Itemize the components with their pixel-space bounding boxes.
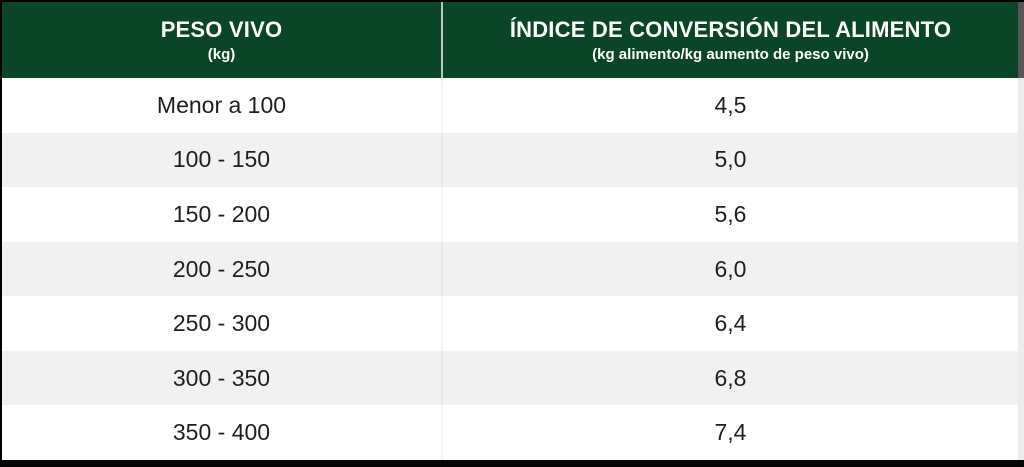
frame-right-strip-dark — [1018, 2, 1024, 78]
header-cell-peso-vivo: PESO VIVO (kg) — [2, 2, 443, 78]
cell-peso-2: 100 - 150 — [2, 133, 443, 188]
frame-right-strip-light — [1018, 78, 1024, 460]
cell-peso-5: 250 - 300 — [2, 296, 443, 351]
table-row-6: 300 - 350 6,8 — [2, 350, 1018, 406]
table-row-1: Menor a 100 4,5 — [2, 78, 1018, 133]
feed-conversion-table: PESO VIVO (kg) ÍNDICE DE CONVERSIÓN DEL … — [2, 2, 1018, 461]
header-indice-title: ÍNDICE DE CONVERSIÓN DEL ALIMENTO — [509, 17, 952, 42]
cell-peso-3: 150 - 200 — [2, 187, 443, 242]
header-cell-indice-conversion: ÍNDICE DE CONVERSIÓN DEL ALIMENTO (kg al… — [443, 2, 1018, 78]
header-peso-vivo-unit: (kg) — [207, 46, 236, 63]
frame-bottom-border — [0, 460, 1024, 467]
table-header-row: PESO VIVO (kg) ÍNDICE DE CONVERSIÓN DEL … — [2, 2, 1018, 78]
table-row-2: 100 - 150 5,0 — [2, 132, 1018, 188]
table-body: Menor a 100 4,5 100 - 150 5,0 150 - 200 … — [2, 78, 1018, 461]
table-row-5: 250 - 300 6,4 — [2, 296, 1018, 351]
cell-peso-1: Menor a 100 — [2, 78, 443, 133]
cell-peso-6: 300 - 350 — [2, 351, 443, 406]
cell-indice-3: 5,6 — [714, 200, 747, 227]
cell-indice-5: 6,4 — [714, 310, 747, 337]
header-peso-vivo-title: PESO VIVO — [160, 17, 283, 42]
header-indice-unit: (kg alimento/kg aumento de peso vivo) — [592, 46, 869, 63]
cell-indice-2: 5,0 — [714, 146, 747, 173]
frame-right-strip — [1018, 2, 1024, 460]
cell-indice-6: 6,8 — [714, 364, 747, 391]
cell-indice-7: 7,4 — [714, 419, 747, 446]
frame-top-border — [0, 0, 1024, 2]
table-row-4: 200 - 250 6,0 — [2, 241, 1018, 297]
table-row-3: 150 - 200 5,6 — [2, 187, 1018, 242]
frame-left-border — [0, 0, 2, 467]
cell-peso-4: 200 - 250 — [2, 242, 443, 297]
cell-indice-4: 6,0 — [714, 255, 747, 282]
cell-peso-7: 350 - 400 — [2, 405, 443, 460]
cell-indice-1: 4,5 — [714, 91, 747, 118]
table-row-7: 350 - 400 7,4 — [2, 405, 1018, 461]
